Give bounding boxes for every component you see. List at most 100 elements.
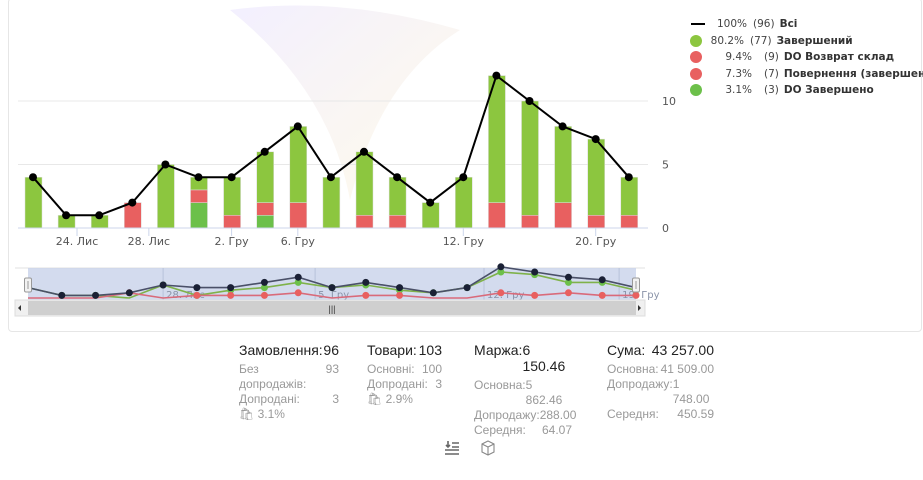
bar-segment (256, 151, 274, 203)
stat-value: 93 (325, 362, 339, 376)
stat-title: Товари: (367, 342, 417, 358)
legend-pct: 7.3% (725, 67, 752, 80)
x-tick-label: 2. Гру (214, 235, 249, 248)
bar-segment (521, 215, 539, 229)
navigator-point (294, 278, 302, 286)
stat-pct: 2.9% (385, 392, 413, 406)
total-point (326, 173, 335, 182)
stat-label: Основна: (607, 362, 659, 376)
stat-value: 1 748.00 (672, 377, 710, 406)
navigator-point (227, 291, 235, 299)
stat-value: 6 150.46 (522, 342, 566, 374)
bar-segment (223, 176, 241, 216)
x-tick-label: 20. Гру (575, 235, 617, 248)
bar-segment (587, 215, 605, 229)
bar-segment (355, 215, 374, 229)
navigator-point (564, 278, 572, 286)
stat-label: Без допродажів: (239, 362, 307, 391)
navigator-point (227, 284, 235, 292)
legend-count: (77) (750, 34, 772, 47)
stats-margin: Маржа: 6 150.46 Основна: 5 862.46 Допродаж… (474, 342, 576, 438)
stat-label: Основні: (367, 362, 415, 376)
navigator-point (396, 291, 404, 299)
stat-label: Допродажу: (474, 408, 540, 422)
bar-segment (256, 202, 274, 216)
navigator-point (598, 291, 606, 299)
stat-label: Середня: (607, 407, 659, 421)
x-tick-label: 12. Гру (443, 235, 485, 248)
total-point (426, 198, 435, 207)
total-point (29, 173, 37, 182)
legend-name: Завершений (776, 34, 853, 47)
total-point (95, 211, 104, 220)
stat-value: 450.59 (677, 407, 714, 421)
navigator-point (362, 278, 370, 286)
bar-segment (620, 215, 639, 229)
legend-pct: 80.2% (710, 34, 744, 47)
box-icon[interactable] (480, 440, 496, 456)
stat-label: Середня: (474, 423, 526, 437)
navigator-point (328, 284, 336, 292)
total-point (161, 160, 170, 169)
legend-pct: 3.1% (725, 84, 752, 97)
stat-title: Сума: (607, 342, 646, 358)
navigator-scrollbar-thumb (28, 301, 636, 315)
total-point (492, 71, 501, 80)
navigator-point (58, 291, 66, 299)
total-point (591, 135, 600, 144)
legend-item-completed[interactable]: 80.2% (77) Завершений (690, 33, 923, 50)
legend-item-do-return[interactable]: 9.4% (9) DO Возврат склад (690, 49, 923, 66)
bar-segment (190, 202, 208, 229)
navigator-point (531, 291, 539, 299)
bar-segment (289, 202, 308, 229)
stat-value: 41 509.00 (660, 362, 714, 376)
bar-segment (256, 215, 274, 229)
navigator-point (531, 268, 539, 276)
navigator-point (362, 291, 370, 299)
legend-name: Всі (779, 18, 798, 31)
navigator-point (497, 289, 505, 297)
scroll-right-arrow-icon (638, 305, 641, 311)
navigator-point (92, 291, 100, 299)
stats-products: Товари: 103 Основні: 100 Допродані: 3 🛍︎ 2.… (367, 342, 442, 407)
legend-item-do-completed[interactable]: 3.1% (3) DO Завершено (690, 82, 923, 99)
bar-segment (388, 215, 407, 229)
bar-segment (455, 176, 473, 229)
stat-value: 103 (418, 342, 442, 358)
navigator-point (396, 284, 404, 292)
watermark-logo (230, 5, 460, 200)
total-point (62, 211, 71, 220)
legend-count: (7) (764, 67, 779, 80)
y-tick-label: 0 (662, 222, 669, 235)
stat-value: 96 (323, 342, 339, 358)
legend-pct: 9.4% (725, 51, 752, 64)
bar-segment (157, 164, 175, 229)
total-point (227, 173, 236, 182)
legend-item-all[interactable]: 100% (96) Всі (690, 16, 923, 33)
total-point (260, 147, 269, 156)
stat-title: Замовлення: (239, 342, 323, 358)
bar-segment (223, 215, 241, 229)
y-tick-label: 5 (662, 159, 669, 172)
legend-name: Повернення (завершений) (783, 67, 923, 80)
navigator-point (193, 291, 201, 299)
navigator-point (463, 284, 471, 292)
stats-orders: Замовлення: 96 Без допродажів: 93 Допродан… (239, 342, 339, 422)
stat-label: Допродані: (239, 392, 300, 406)
legend-name: DO Возврат склад (783, 51, 895, 64)
legend-item-returns[interactable]: 7.3% (7) Повернення (завершений) (690, 66, 923, 83)
stat-label: Основна: (474, 378, 526, 392)
legend-line-marker (691, 23, 705, 26)
legend-count: (96) (753, 18, 775, 31)
bar-segment (587, 138, 605, 216)
list-sort-icon[interactable] (444, 440, 460, 456)
stat-title: Маржа: (474, 342, 523, 358)
navigator-point (125, 289, 133, 297)
bar-segment (554, 126, 572, 203)
total-point (525, 97, 534, 105)
legend-pct: 100% (716, 18, 747, 31)
navigator-tick-label: 19. Гру (622, 290, 660, 301)
navigator-point (497, 268, 505, 276)
total-point (558, 122, 567, 131)
stat-value: 100 (421, 362, 442, 376)
